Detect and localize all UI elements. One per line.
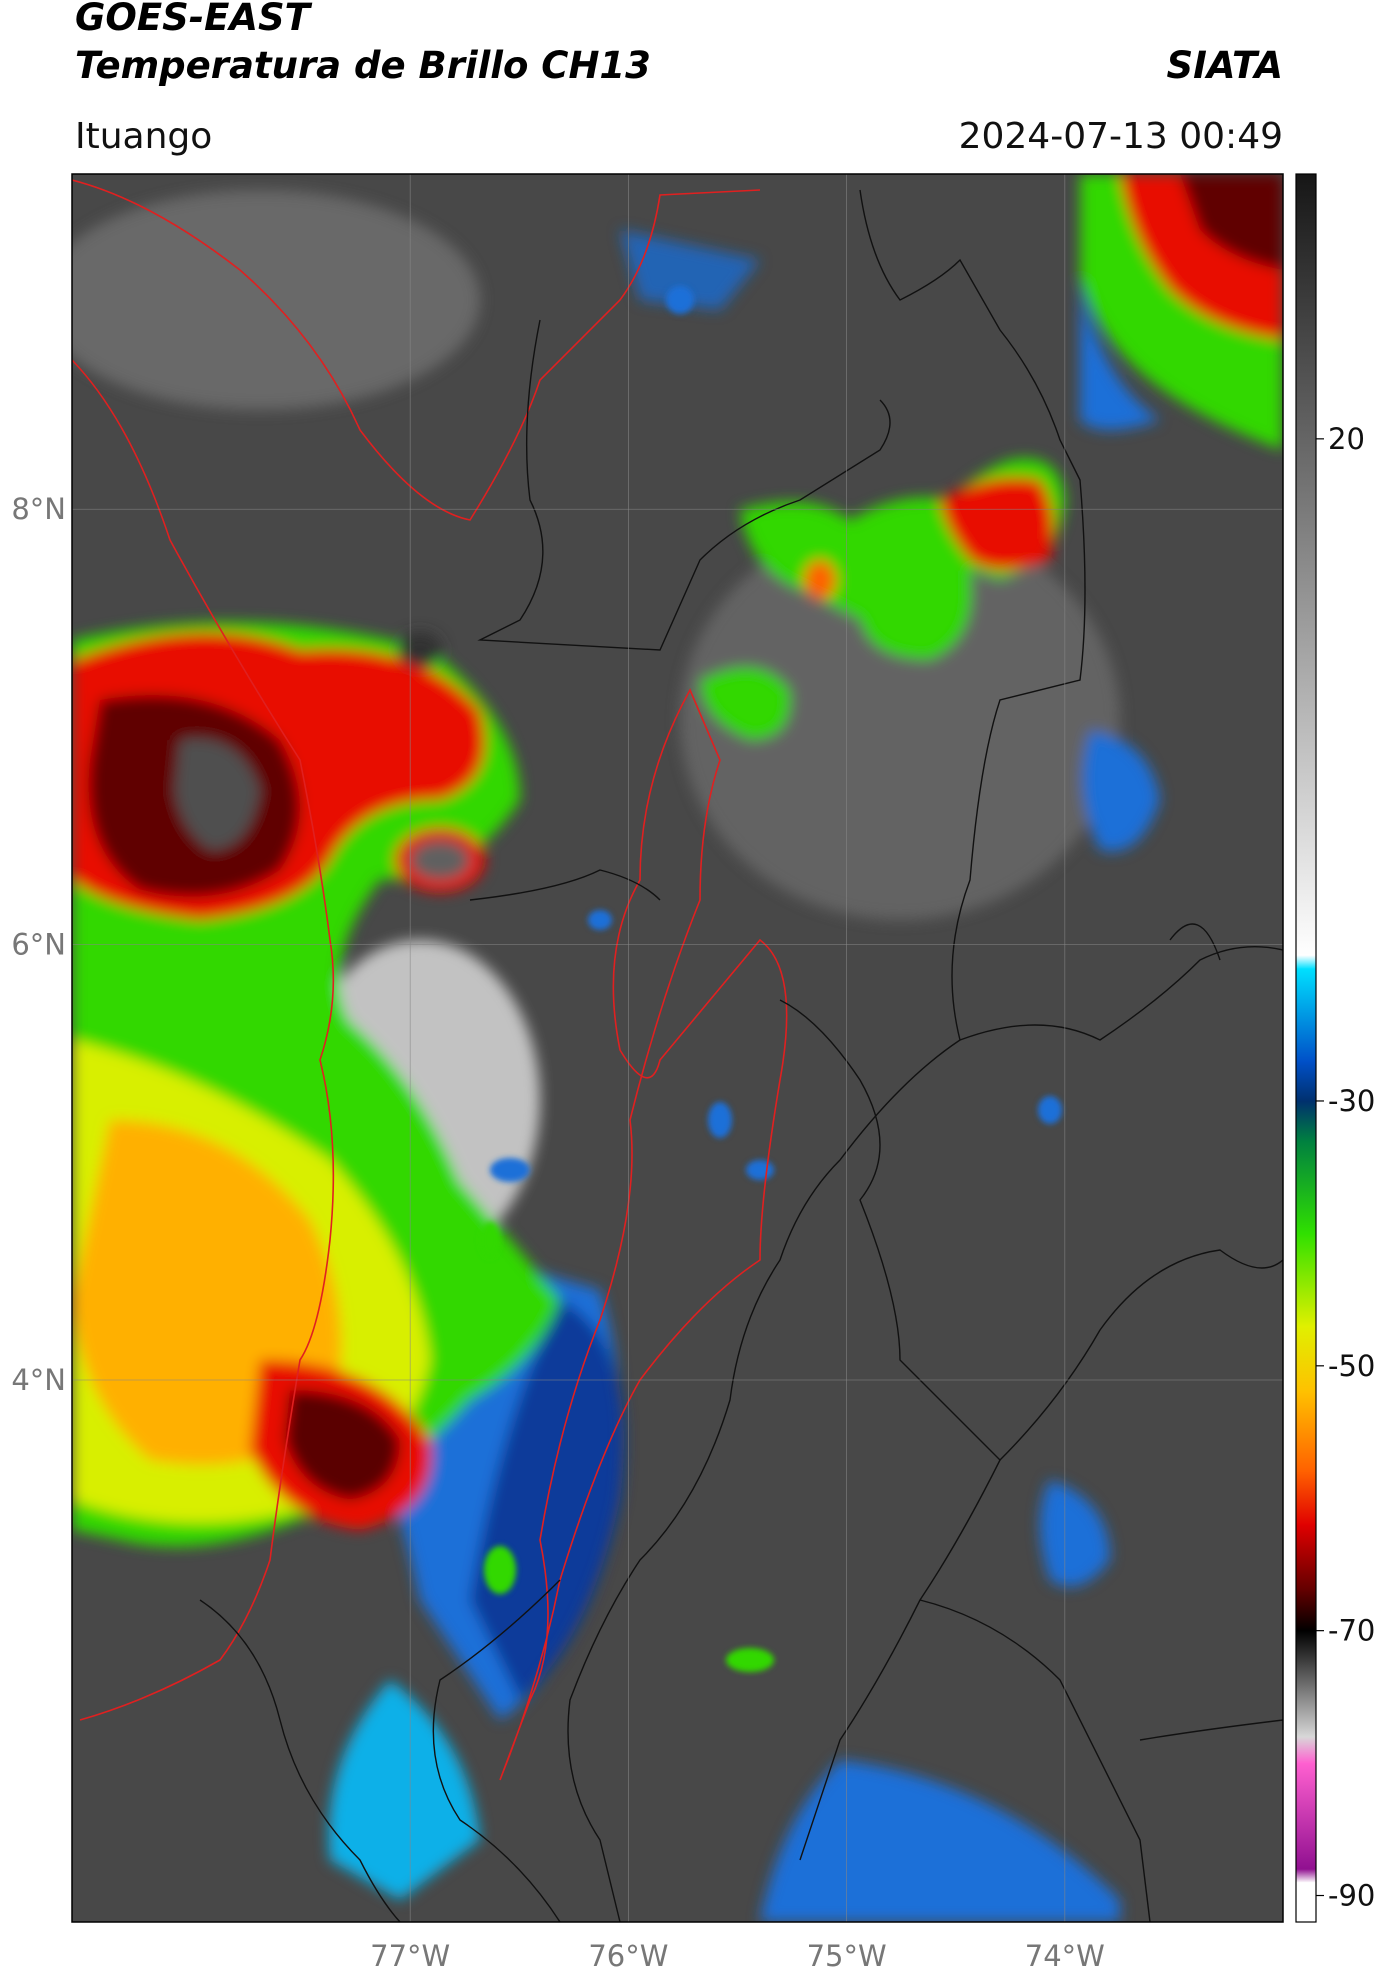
colorbar-tick-label: -50: [1328, 1349, 1375, 1383]
colorbar-segment: [1296, 1326, 1316, 1393]
colorbar-segment: [1296, 1736, 1316, 1764]
colorbar-segment: [1296, 174, 1316, 956]
colorbar-segment: [1296, 1763, 1316, 1870]
lat-tick-label: 6°N: [11, 928, 66, 962]
colorbar-segment: [1296, 1630, 1316, 1738]
colorbar-tick-label: -30: [1328, 1084, 1375, 1118]
map-frame: [71, 173, 1284, 1923]
lat-tick-label: 8°N: [11, 492, 66, 526]
colorbar-segment: [1296, 1233, 1316, 1327]
title: GOES-EAST: [75, 0, 313, 39]
colorbar-segment: [1296, 1392, 1316, 1473]
colorbar-segment: [1296, 968, 1316, 1062]
colorbar-segment: [1296, 1524, 1316, 1592]
lon-tick-label: 77°W: [370, 1939, 450, 1973]
colorbar-segment: [1296, 1061, 1316, 1102]
lon-tick-label: 76°W: [588, 1939, 668, 1973]
colorbar-segment: [1296, 1882, 1316, 1923]
satellite-image: [72, 174, 1283, 1922]
lat-tick-label: 4°N: [11, 1363, 66, 1397]
colorbar-segment: [1296, 955, 1316, 970]
grid: [72, 174, 1283, 1922]
lon-tick-label: 75°W: [807, 1939, 887, 1973]
colorbar-tick-label: -90: [1328, 1879, 1375, 1913]
colorbar-segment: [1296, 1590, 1316, 1632]
colorbar-tick-label: 20: [1328, 422, 1365, 456]
lon-tick-label: 74°W: [1025, 1939, 1105, 1973]
colorbar-segment: [1296, 1869, 1316, 1883]
subtitle: Temperatura de Brillo CH13: [75, 44, 651, 87]
datetime: 2024-07-13 00:49: [959, 116, 1283, 157]
colorbar-segment: [1296, 1100, 1316, 1142]
colorbar-segment: [1296, 1471, 1316, 1526]
source: SIATA: [1166, 44, 1283, 87]
colorbar: [1296, 174, 1324, 1923]
colorbar-tick-label: -70: [1328, 1614, 1375, 1648]
colorbar-frame: [1295, 173, 1317, 1923]
colorbar-segment: [1296, 1140, 1316, 1234]
location: Ituango: [75, 116, 212, 157]
